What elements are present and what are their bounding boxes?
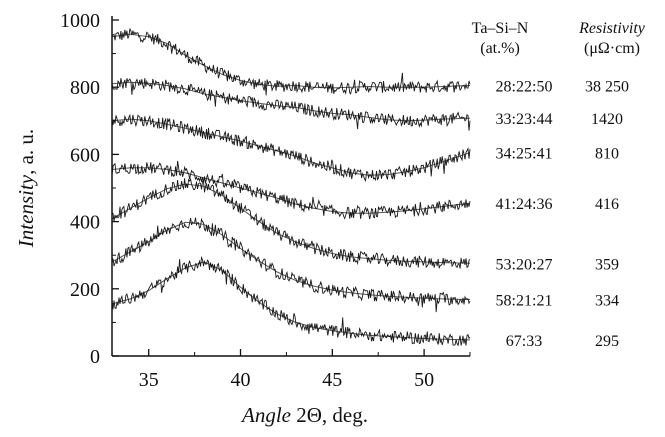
legend-composition: 34:25:41 bbox=[496, 146, 553, 163]
series-5-curve bbox=[111, 183, 471, 264]
legend-resistivity: 1420 bbox=[591, 111, 623, 128]
y-tick-label: 800 bbox=[70, 77, 100, 99]
legend-resistivity: 38 250 bbox=[585, 79, 629, 96]
series-curves bbox=[111, 28, 471, 347]
x-axis-title: Angle 2Θ, deg. bbox=[240, 403, 368, 427]
x-tick-label: 45 bbox=[322, 369, 342, 391]
series-2-trace bbox=[111, 78, 471, 131]
y-tick-label: 200 bbox=[70, 279, 100, 301]
legend-resistivity: 359 bbox=[595, 256, 619, 273]
series-6-trace bbox=[111, 217, 471, 313]
legend-resistivity: 295 bbox=[595, 333, 619, 350]
legend-rows: 28:22:50 38 250 33:23:44 1420 34:25:41 810 41:… bbox=[496, 79, 629, 350]
legend-resistivity: 334 bbox=[595, 293, 619, 310]
series-1-trace bbox=[111, 28, 471, 96]
legend-resistivity: 416 bbox=[595, 196, 619, 213]
legend-composition: 58:21:21 bbox=[496, 293, 553, 310]
y-axis-title: Intensity, a. u. bbox=[14, 129, 38, 248]
legend-composition: 41:24:36 bbox=[496, 196, 553, 213]
legend-composition: 53:20:27 bbox=[496, 256, 553, 273]
x-tick-label: 40 bbox=[231, 369, 251, 391]
legend-composition: 67:33 bbox=[506, 333, 542, 350]
legend-composition-header: Ta–Si–N bbox=[472, 20, 529, 37]
series-6-curve bbox=[111, 221, 471, 301]
legend-resistivity-unit: (μΩ·cm) bbox=[584, 40, 640, 57]
series-7-trace bbox=[111, 255, 471, 347]
x-tick-label: 50 bbox=[414, 369, 434, 391]
series-4-trace bbox=[111, 160, 471, 220]
series-5-trace bbox=[112, 177, 471, 269]
series-3-trace bbox=[111, 113, 471, 182]
axes: 35 40 45 50 0 200 400 600 800 1000 bbox=[60, 10, 471, 391]
y-tick-label: 0 bbox=[90, 346, 100, 368]
y-tick-label: 400 bbox=[70, 212, 100, 234]
legend-resistivity: 810 bbox=[595, 146, 619, 163]
y-tick-label: 600 bbox=[70, 144, 100, 166]
legend-resistivity-header: Resistivity bbox=[578, 20, 646, 37]
legend-composition: 28:22:50 bbox=[496, 79, 553, 96]
legend-composition: 33:23:44 bbox=[496, 111, 553, 128]
series-4-curve bbox=[111, 167, 471, 214]
x-tick-label: 35 bbox=[139, 369, 159, 391]
y-tick-label: 1000 bbox=[60, 10, 100, 32]
legend-composition-unit: (at.%) bbox=[480, 40, 520, 57]
